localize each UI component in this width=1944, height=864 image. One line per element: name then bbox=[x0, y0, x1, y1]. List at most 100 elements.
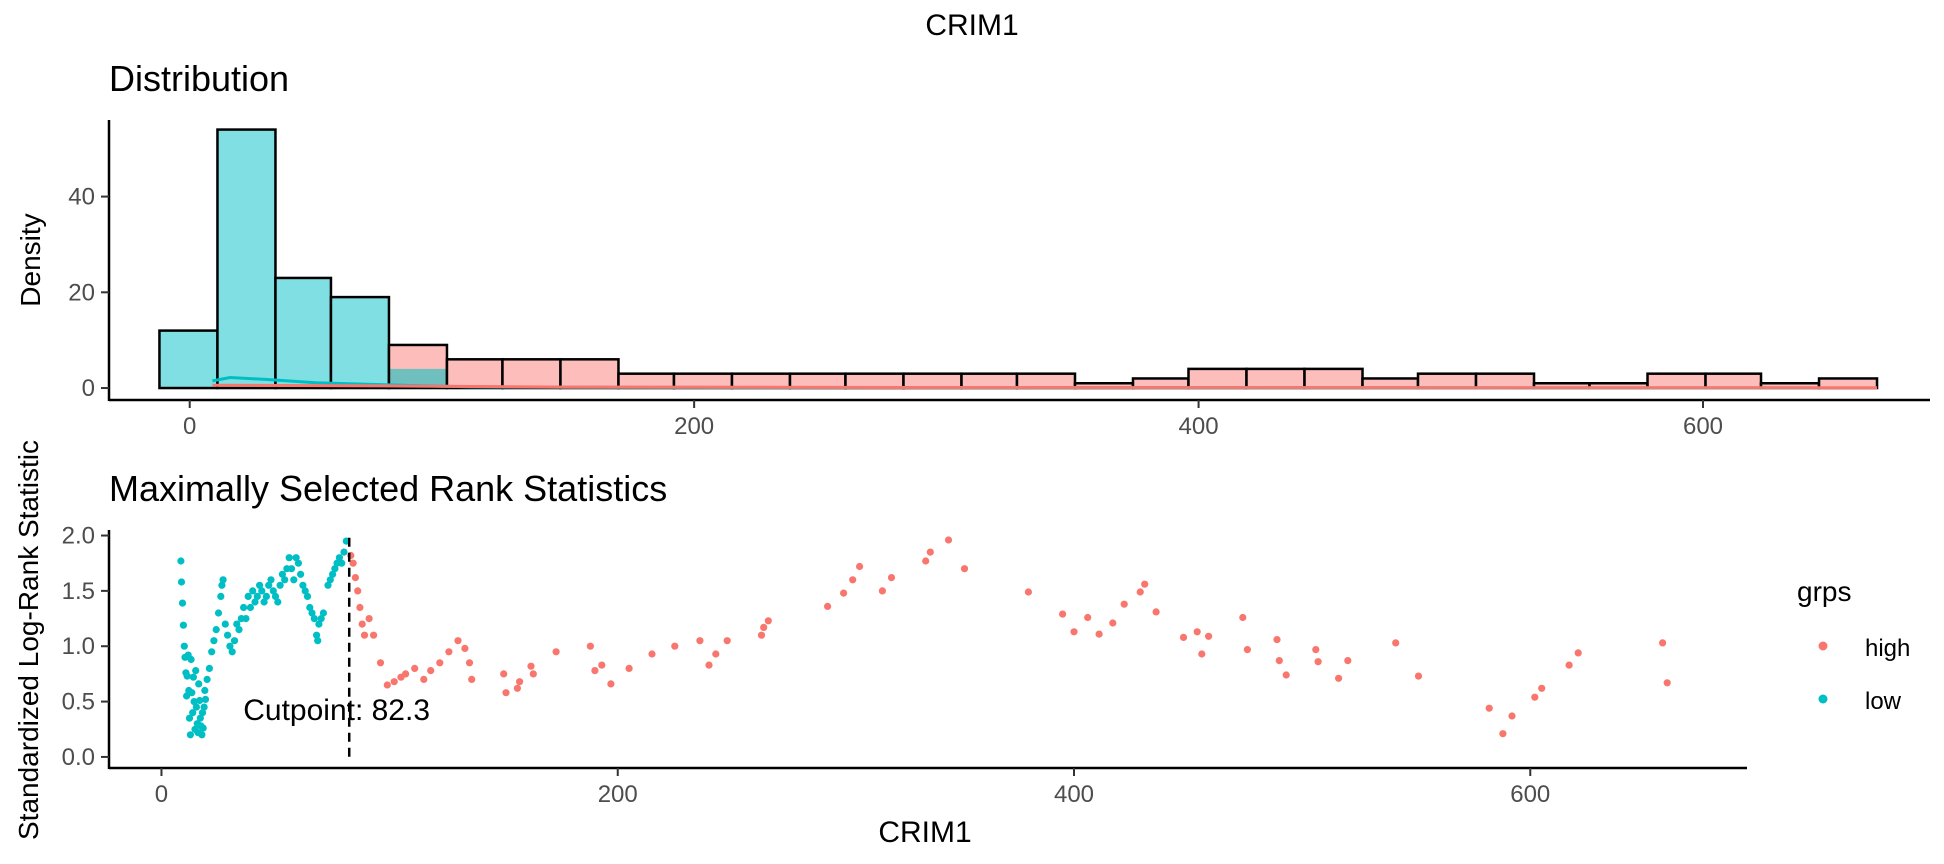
scatter-point-high bbox=[1312, 646, 1320, 654]
scatter-point-high bbox=[856, 562, 864, 571]
scatter-point-low bbox=[235, 626, 243, 634]
scatter-point-low bbox=[324, 581, 332, 589]
scatter-point-high bbox=[648, 650, 656, 658]
scatter-point-high bbox=[1273, 636, 1281, 644]
x-tick-label: 200 bbox=[598, 781, 638, 808]
rank-statistics-panel: Maximally Selected Rank Statistics Cutpo… bbox=[13, 440, 1747, 849]
legend-label-high: high bbox=[1865, 635, 1910, 662]
scatter-point-low bbox=[179, 621, 187, 629]
scatter-point-high bbox=[461, 644, 469, 653]
scatter-point-low bbox=[265, 581, 273, 589]
scatter-point-low bbox=[201, 695, 210, 704]
legend-label-low: low bbox=[1865, 688, 1902, 715]
scatter-point-high bbox=[960, 565, 969, 573]
scatter-point-high bbox=[360, 631, 369, 639]
scatter-point-high bbox=[358, 620, 366, 628]
scatter-point-high bbox=[1024, 588, 1032, 596]
scatter-point-low bbox=[329, 570, 337, 578]
x-tick-label: 0 bbox=[183, 413, 196, 440]
scatter-point-low bbox=[196, 696, 204, 705]
scatter-point-high bbox=[376, 659, 385, 667]
scatter-point-low bbox=[183, 672, 191, 680]
legend-title: grps bbox=[1797, 576, 1851, 607]
scatter-point-low bbox=[177, 578, 186, 586]
histogram-bar bbox=[1132, 378, 1189, 389]
scatter-point-low bbox=[224, 631, 232, 639]
scatter-point-low bbox=[299, 581, 307, 589]
rank-statistics-x-label: CRIM1 bbox=[878, 816, 971, 849]
scatter-point-low bbox=[278, 570, 286, 578]
y-tick-label: 40 bbox=[68, 184, 95, 211]
scatter-point-low bbox=[200, 703, 208, 711]
scatter-point-low bbox=[189, 709, 197, 717]
scatter-point-high bbox=[887, 574, 896, 582]
rank-statistics-y-ticks: 0.0 0.5 1.0 1.5 2.0 bbox=[62, 523, 109, 771]
scatter-point-high bbox=[516, 678, 524, 686]
y-tick-label: 0.0 bbox=[62, 744, 95, 771]
histogram-bar bbox=[330, 297, 389, 389]
scatter-point-high bbox=[411, 664, 419, 673]
scatter-point-high bbox=[445, 648, 453, 656]
histogram-bar bbox=[502, 359, 561, 389]
scatter-point-high bbox=[383, 681, 391, 689]
scatter-point-low bbox=[308, 609, 316, 617]
scatter-point-high bbox=[365, 615, 373, 623]
legend: grps high low bbox=[1797, 576, 1910, 715]
scatter-point-low bbox=[212, 626, 220, 634]
scatter-point-high bbox=[1275, 657, 1283, 665]
scatter-point-low bbox=[214, 609, 223, 617]
scatter-point-low bbox=[251, 598, 259, 606]
scatter-point-high bbox=[840, 589, 848, 597]
scatter-point-low bbox=[281, 576, 289, 584]
histogram-bar bbox=[1819, 378, 1878, 389]
x-tick-label: 600 bbox=[1683, 413, 1723, 440]
scatter-point-high bbox=[1059, 610, 1067, 618]
scatter-point-low bbox=[256, 581, 264, 589]
scatter-point-high bbox=[712, 650, 720, 658]
histogram-bar bbox=[1362, 378, 1419, 389]
scatter-point-high bbox=[598, 661, 606, 669]
scatter-point-low bbox=[290, 576, 298, 584]
scatter-point-low bbox=[198, 709, 207, 717]
histogram-bar bbox=[1476, 373, 1535, 389]
scatter-point-low bbox=[292, 554, 300, 562]
histogram-bar bbox=[1074, 383, 1133, 389]
scatter-point-high bbox=[354, 587, 362, 595]
histogram-bar bbox=[618, 373, 674, 389]
scatter-point-low bbox=[186, 731, 194, 739]
rank-statistics-y-label: Standardized Log-Rank Statistic bbox=[13, 440, 44, 840]
scatter-point-high bbox=[926, 548, 934, 556]
scatter-point-low bbox=[301, 587, 309, 595]
scatter-point-high bbox=[436, 659, 444, 667]
scatter-point-high bbox=[1282, 671, 1290, 679]
histogram-bar bbox=[1705, 373, 1762, 389]
scatter-point-high bbox=[696, 637, 704, 645]
scatter-point-low bbox=[335, 554, 343, 562]
scatter-point-low bbox=[180, 642, 188, 650]
scatter-point-low bbox=[294, 559, 302, 567]
scatter-point-low bbox=[313, 631, 321, 639]
scatter-point-high bbox=[1392, 639, 1400, 647]
histogram-bar-outline bbox=[329, 295, 391, 390]
scatter-point-low bbox=[205, 664, 213, 673]
scatter-point-low bbox=[331, 565, 339, 573]
scatter-point-low bbox=[221, 620, 229, 628]
y-tick-label: 2.0 bbox=[62, 523, 95, 550]
scatter-point-high bbox=[1663, 679, 1671, 687]
scatter-point-low bbox=[246, 603, 254, 612]
histogram-bar bbox=[1647, 373, 1706, 389]
distribution-y-ticks: 0 20 40 bbox=[68, 184, 109, 402]
scatter-point-low bbox=[178, 599, 187, 607]
y-tick-label: 0.5 bbox=[62, 689, 95, 716]
scatter-point-low bbox=[208, 648, 216, 656]
scatter-point-high bbox=[1179, 633, 1188, 642]
scatter-point-low bbox=[287, 565, 296, 573]
scatter-point-high bbox=[1485, 704, 1493, 712]
x-tick-label: 400 bbox=[1179, 413, 1219, 440]
scatter-point-low bbox=[249, 587, 257, 595]
scatter-point-low bbox=[210, 637, 218, 645]
x-tick-label: 400 bbox=[1054, 781, 1094, 808]
scatter-point-high bbox=[757, 631, 766, 639]
histogram-bar bbox=[845, 373, 904, 389]
histogram-overlap-bar bbox=[388, 368, 447, 389]
